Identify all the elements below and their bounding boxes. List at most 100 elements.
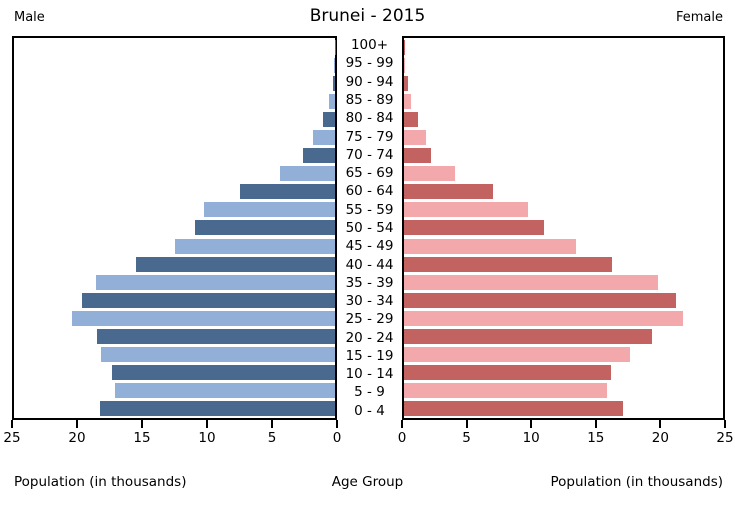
male-row-25-29 xyxy=(14,309,335,327)
female-bar-25-29 xyxy=(404,310,684,326)
male-row-65-69 xyxy=(14,165,335,183)
female-axis-tick-mark-10 xyxy=(530,420,533,428)
female-axis-tick-mark-25 xyxy=(724,420,726,428)
age-label-30-34: 30 - 34 xyxy=(345,293,394,310)
female-row-100plus xyxy=(404,38,723,56)
female-bar-55-59 xyxy=(404,202,528,218)
male-row-0-4 xyxy=(14,400,335,418)
female-row-50-54 xyxy=(404,219,723,237)
age-label-70-74: 70 - 74 xyxy=(345,146,394,163)
male-row-45-49 xyxy=(14,237,335,255)
age-label-90-94: 90 - 94 xyxy=(345,73,394,90)
female-row-10-14 xyxy=(404,364,723,382)
male-axis-tick-label-15: 15 xyxy=(133,430,151,446)
male-bar-40-44 xyxy=(135,256,335,272)
male-axis-tick-mark-20 xyxy=(76,420,78,428)
female-row-20-24 xyxy=(404,328,723,346)
age-label-0-4: 0 - 4 xyxy=(354,402,385,419)
x-axis: 25 20 15 10 5 0 0 5 10 15 20 25 xyxy=(0,420,735,456)
female-plot xyxy=(402,36,725,420)
age-label-60-64: 60 - 64 xyxy=(345,183,394,200)
male-plot xyxy=(12,36,337,420)
male-row-70-74 xyxy=(14,147,335,165)
age-label-100plus: 100+ xyxy=(350,37,389,54)
female-row-75-79 xyxy=(404,128,723,146)
female-row-45-49 xyxy=(404,237,723,255)
male-bar-90-94 xyxy=(333,75,335,91)
female-bar-15-19 xyxy=(404,347,630,363)
age-label-35-39: 35 - 39 xyxy=(345,274,394,291)
male-axis-tick-label-25: 25 xyxy=(3,430,21,446)
female-row-90-94 xyxy=(404,74,723,92)
male-bar-45-49 xyxy=(174,238,335,254)
female-row-0-4 xyxy=(404,400,723,418)
male-row-95-99 xyxy=(14,56,335,74)
male-bar-85-89 xyxy=(329,93,335,109)
female-bar-0-4 xyxy=(404,401,624,417)
male-row-30-34 xyxy=(14,291,335,309)
male-axis-ticks: 25 20 15 10 5 0 xyxy=(3,420,341,456)
age-label-65-69: 65 - 69 xyxy=(345,165,394,182)
female-axis-tick-label-20: 20 xyxy=(651,430,669,446)
male-row-55-59 xyxy=(14,201,335,219)
male-axis-tick-label-10: 10 xyxy=(198,430,216,446)
male-bar-35-39 xyxy=(96,274,335,290)
male-bar-30-34 xyxy=(82,292,335,308)
male-row-60-64 xyxy=(14,183,335,201)
chart-header: Brunei - 2015 Male Female xyxy=(0,6,735,32)
chart-footer: Population (in thousands) Age Group Popu… xyxy=(0,474,735,494)
age-label-50-54: 50 - 54 xyxy=(345,219,394,236)
female-row-95-99 xyxy=(404,56,723,74)
female-row-80-84 xyxy=(404,110,723,128)
female-bar-50-54 xyxy=(404,220,545,236)
age-group-axis-caption: Age Group xyxy=(331,474,404,490)
age-label-15-19: 15 - 19 xyxy=(345,347,394,364)
male-row-85-89 xyxy=(14,92,335,110)
age-label-95-99: 95 - 99 xyxy=(345,55,394,72)
age-group-column: 100+ 95 - 99 90 - 94 85 - 89 80 - 84 75 - 79 7… xyxy=(337,36,402,420)
female-axis-tick-label-0: 0 xyxy=(397,430,407,446)
male-row-90-94 xyxy=(14,74,335,92)
male-bar-10-14 xyxy=(111,365,335,381)
female-row-60-64 xyxy=(404,183,723,201)
female-bar-40-44 xyxy=(404,256,612,272)
male-bar-50-54 xyxy=(195,220,335,236)
female-row-35-39 xyxy=(404,273,723,291)
male-bar-15-19 xyxy=(101,347,335,363)
female-bar-35-39 xyxy=(404,274,658,290)
female-row-5-9 xyxy=(404,382,723,400)
female-axis-tick-label-5: 5 xyxy=(462,430,471,446)
female-row-25-29 xyxy=(404,309,723,327)
female-bar-80-84 xyxy=(404,111,419,127)
male-row-80-84 xyxy=(14,110,335,128)
male-bar-65-69 xyxy=(279,166,335,182)
female-axis-tick-label-25: 25 xyxy=(716,430,734,446)
female-bar-90-94 xyxy=(404,75,408,91)
female-axis-tick-mark-5 xyxy=(465,420,468,428)
female-bar-75-79 xyxy=(404,130,426,146)
male-axis-tick-label-20: 20 xyxy=(68,430,86,446)
female-side-label: Female xyxy=(675,10,723,25)
female-row-70-74 xyxy=(404,147,723,165)
male-axis-tick-label-0: 0 xyxy=(332,430,342,446)
female-axis-tick-mark-15 xyxy=(594,420,597,428)
male-row-15-19 xyxy=(14,346,335,364)
female-axis-tick-label-15: 15 xyxy=(587,430,605,446)
female-row-55-59 xyxy=(404,201,723,219)
female-row-40-44 xyxy=(404,255,723,273)
age-label-75-79: 75 - 79 xyxy=(345,128,394,145)
female-bar-5-9 xyxy=(404,383,607,399)
female-row-85-89 xyxy=(404,92,723,110)
female-bar-95-99 xyxy=(404,57,406,73)
chart-area: 100+ 95 - 99 90 - 94 85 - 89 80 - 84 75 - 79 7… xyxy=(0,36,735,420)
male-bar-75-79 xyxy=(313,130,335,146)
male-axis-caption: Population (in thousands) xyxy=(14,474,187,490)
male-bar-80-84 xyxy=(323,111,335,127)
female-bar-45-49 xyxy=(404,238,577,254)
age-label-25-29: 25 - 29 xyxy=(345,311,394,328)
age-label-85-89: 85 - 89 xyxy=(345,91,394,108)
female-axis-caption: Population (in thousands) xyxy=(550,474,723,490)
male-row-20-24 xyxy=(14,328,335,346)
male-axis-tick-label-5: 5 xyxy=(267,430,277,446)
